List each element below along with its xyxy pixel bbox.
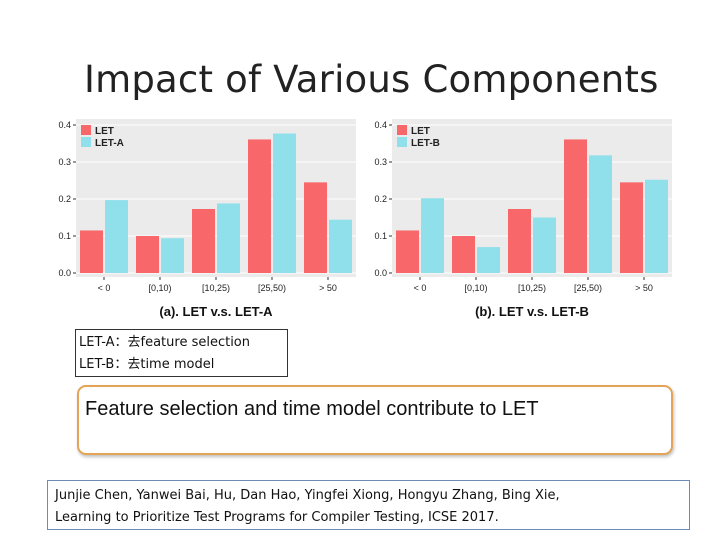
chart-b-bar-let <box>508 208 531 273</box>
chart-a-bar-let-a <box>105 200 128 273</box>
chart-let-vs-let-a: 0.0 0.1 0.2 0.3 0.4 < 0 [0,10) [10,25) [25,50) > … <box>46 113 360 323</box>
chart-a-x-tick-label: [0,10) <box>148 283 171 293</box>
chart-b-bar-let-b <box>589 155 612 273</box>
chart-a-y-tick-label: 0.2 <box>58 194 71 204</box>
chart-a-x-tick-label: [25,50) <box>258 283 286 293</box>
chart-a-y-tick-label: 0.3 <box>58 157 71 167</box>
chart-a-bar-let <box>192 208 215 273</box>
chart-b-bar-let-b <box>645 179 668 273</box>
chart-a-x-tick-label: [10,25) <box>202 283 230 293</box>
chart-a-legend-swatch <box>81 137 91 147</box>
chart-a-svg: 0.0 0.1 0.2 0.3 0.4 < 0 [0,10) [10,25) [25,50) > … <box>58 119 356 319</box>
chart-b-x-tick-label: [0,10) <box>464 283 487 293</box>
chart-a-x-tick-label: > 50 <box>319 283 337 293</box>
chart-a-bar-let <box>304 182 327 273</box>
chart-a-bar-let-a <box>273 133 296 273</box>
chart-a-x-tick-label: < 0 <box>98 283 111 293</box>
chart-a-y-tick-label: 0.0 <box>58 268 71 278</box>
reference-box: Junjie Chen, Yanwei Bai, Hu, Dan Hao, Yi… <box>47 480 690 530</box>
chart-b-svg: 0.0 0.1 0.2 0.3 0.4 < 0 [0,10) [10,25) [25,50) > … <box>374 119 672 319</box>
chart-a-legend-swatch <box>81 125 91 135</box>
chart-b-legend-label: LET-B <box>411 138 440 149</box>
chart-b-bar-let <box>396 230 419 273</box>
chart-b-y-tick-label: 0.2 <box>374 194 387 204</box>
chart-b-legend-label: LET <box>411 126 430 137</box>
chart-a-y-tick-label: 0.1 <box>58 231 71 241</box>
conclusion-box: Feature selection and time model contrib… <box>77 385 673 455</box>
chart-b-x-tick-label: > 50 <box>635 283 653 293</box>
chart-b-y-tick-label: 0.4 <box>374 120 387 130</box>
chart-b-legend-swatch <box>397 137 407 147</box>
chart-b-y-tick-label: 0.0 <box>374 268 387 278</box>
chart-a-y-tick-label: 0.4 <box>58 120 71 130</box>
reference-title: Learning to Prioritize Test Programs for… <box>55 510 499 525</box>
definition-let-a: LET-A：去feature selection <box>79 335 250 350</box>
chart-b-bar-let <box>564 139 587 273</box>
chart-a-legend-label: LET <box>95 126 114 137</box>
chart-a-legend-label: LET-A <box>95 138 124 149</box>
chart-b-x-tick-label: [25,50) <box>574 283 602 293</box>
chart-a-bar-let <box>136 236 159 273</box>
chart-b-x-tick-label: < 0 <box>414 283 427 293</box>
chart-b-x-tick-label: [10,25) <box>518 283 546 293</box>
chart-b-bar-let-b <box>421 198 444 273</box>
chart-b-y-tick-label: 0.3 <box>374 157 387 167</box>
chart-a-caption: (a). LET v.s. LET-A <box>159 304 273 319</box>
chart-b-bar-let <box>620 182 643 273</box>
chart-b-bar-let <box>452 236 475 273</box>
definitions-box: LET-A：去feature selection LET-B：去time mod… <box>75 329 288 377</box>
chart-a-bar-let-a <box>329 219 352 273</box>
chart-a-bar-let <box>248 139 271 273</box>
conclusion-text: Feature selection and time model contrib… <box>85 398 539 420</box>
chart-b-y-tick-label: 0.1 <box>374 231 387 241</box>
chart-a-bar-let <box>80 230 103 273</box>
chart-let-vs-let-b: 0.0 0.1 0.2 0.3 0.4 < 0 [0,10) [10,25) [25,50) > … <box>362 113 676 323</box>
chart-b-caption: (b). LET v.s. LET-B <box>475 304 589 319</box>
definition-let-b: LET-B：去time model <box>79 357 215 372</box>
chart-b-bar-let-b <box>533 217 556 273</box>
chart-a-bar-let-a <box>217 203 240 273</box>
chart-a-bar-let-a <box>161 238 184 273</box>
slide-title: Impact of Various Components <box>84 58 659 101</box>
reference-authors: Junjie Chen, Yanwei Bai, Hu, Dan Hao, Yi… <box>55 488 560 503</box>
chart-b-bar-let-b <box>477 247 500 273</box>
chart-b-legend-swatch <box>397 125 407 135</box>
